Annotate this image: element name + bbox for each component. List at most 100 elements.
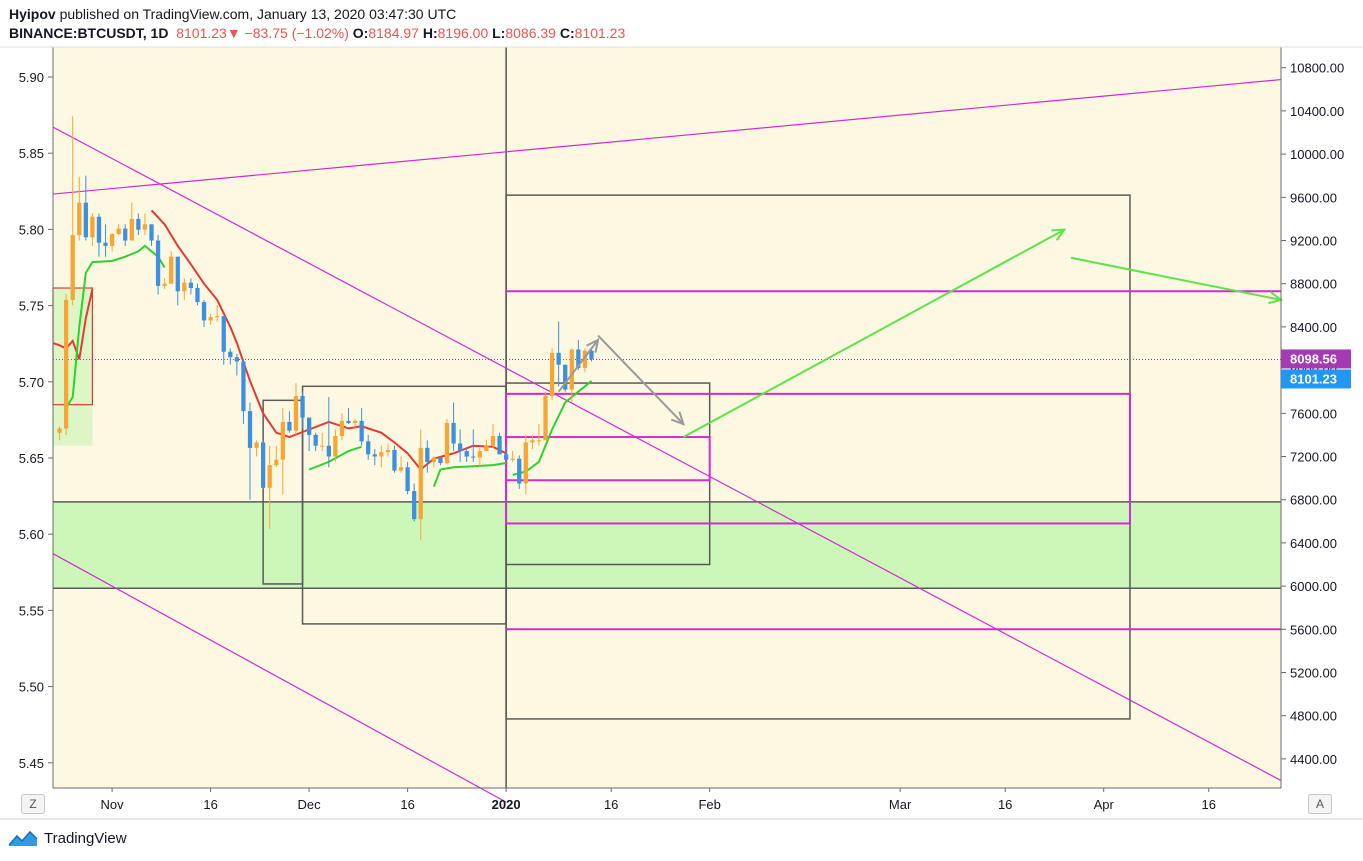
candle-body <box>444 423 450 463</box>
time-axis-label: 16 <box>998 797 1012 812</box>
axis-scale-left-button[interactable]: Z <box>21 794 45 814</box>
candle-body <box>563 364 568 390</box>
right-axis-label: 5600.00 <box>1290 622 1337 637</box>
publish-info: Hyipov published on TradingView.com, Jan… <box>9 6 456 22</box>
candle-body <box>339 420 345 436</box>
candle-body <box>274 459 279 466</box>
moving-average-line <box>432 462 507 488</box>
candle-body <box>306 417 312 435</box>
candle-body <box>57 428 62 433</box>
time-axis-label: 2020 <box>492 797 521 812</box>
candle-body <box>464 451 469 457</box>
candle-body <box>484 445 489 452</box>
candle-body <box>300 396 305 418</box>
arrow-head-icon <box>586 338 600 353</box>
candle-body <box>523 442 528 484</box>
brand-name: TradingView <box>44 829 127 847</box>
candle-body <box>576 349 581 368</box>
moving-average-line <box>308 445 362 471</box>
footer-brand[interactable]: TradingView <box>8 829 127 847</box>
candle-body <box>320 445 325 447</box>
time-axis-label: 16 <box>604 797 618 812</box>
axis-auto-button[interactable]: A <box>1308 794 1332 814</box>
moving-average-line <box>65 244 166 409</box>
candle-body <box>293 396 299 431</box>
price-label-text: 8101.23 <box>1290 371 1337 386</box>
candle-body <box>103 242 108 246</box>
open-label: O: <box>352 25 369 41</box>
candle-body <box>267 465 272 488</box>
candle-body <box>162 283 167 286</box>
plot-background <box>53 47 1281 788</box>
candle-body <box>418 447 423 520</box>
low-value: 8086.39 <box>505 25 556 41</box>
candle-body <box>346 420 351 424</box>
candle-body <box>70 235 75 300</box>
left-axis-label: 5.50 <box>19 680 44 695</box>
right-axis-label: 6800.00 <box>1290 493 1337 508</box>
candle-body <box>247 411 253 448</box>
left-axis-label: 5.65 <box>19 451 44 466</box>
down-arrow-icon: ▼ <box>226 25 241 41</box>
candle-body <box>412 491 417 520</box>
right-axis-label: 9600.00 <box>1290 190 1337 205</box>
projection-arrow <box>557 339 599 393</box>
right-axis-label: 6400.00 <box>1290 536 1337 551</box>
candle-body <box>96 216 102 243</box>
right-axis-label: 8400.00 <box>1290 320 1337 335</box>
time-axis-label: 16 <box>1202 797 1216 812</box>
open-value: 8184.97 <box>368 25 419 41</box>
right-axis-label: 8800.00 <box>1290 277 1337 292</box>
right-axis-label: 7200.00 <box>1290 450 1337 465</box>
candle-body <box>569 349 574 390</box>
author-name[interactable]: Hyipov <box>9 6 56 22</box>
arrow-head-icon <box>670 411 686 426</box>
symbol-label: BINANCE:BTCUSDT, 1D <box>9 25 169 41</box>
candle-body <box>169 256 174 284</box>
time-axis-label: Dec <box>298 797 322 812</box>
time-axis-label: Mar <box>889 797 912 812</box>
candle-body <box>142 224 148 230</box>
tradingview-logo-icon <box>8 830 38 846</box>
candle-body <box>280 421 285 460</box>
candle-body <box>116 228 121 235</box>
left-axis-label: 5.80 <box>19 222 44 237</box>
candle-body <box>477 451 482 458</box>
candle-body <box>372 454 377 457</box>
left-axis-label: 5.60 <box>19 527 44 542</box>
candle-body <box>326 445 331 457</box>
projection-arrow <box>682 228 1065 438</box>
left-axis-label: 5.70 <box>19 375 44 390</box>
time-axis-label: Feb <box>698 797 720 812</box>
time-axis-label: Apr <box>1094 797 1115 812</box>
candle-body <box>425 447 430 462</box>
candle-body <box>398 467 404 471</box>
left-axis-label: 5.75 <box>19 299 44 314</box>
right-axis-label: 6000.00 <box>1290 579 1337 594</box>
candle-body <box>90 216 95 238</box>
candle-body <box>359 420 364 442</box>
candle-body <box>221 316 226 352</box>
candle-body <box>589 350 594 360</box>
close-value: 8101.23 <box>574 25 626 41</box>
support-zone <box>53 501 1281 589</box>
low-label: L: <box>492 25 506 41</box>
trend-line <box>52 78 1282 195</box>
last-price: 8101.23 <box>176 25 227 41</box>
left-axis-label: 5.85 <box>19 146 44 161</box>
candle-body <box>471 456 476 458</box>
candle-body <box>234 357 240 362</box>
candle-body <box>254 442 259 448</box>
candle-body <box>385 450 391 453</box>
candle-body <box>582 350 588 368</box>
projection-arrow <box>1070 256 1282 301</box>
candle-body <box>129 218 134 241</box>
candle-body <box>182 282 187 292</box>
candle-body <box>155 240 161 286</box>
candle-body <box>490 435 496 446</box>
candle-body <box>109 234 115 246</box>
price-label-badge <box>1281 369 1351 389</box>
price-label-badge <box>1281 349 1351 369</box>
candle-body <box>83 202 88 238</box>
